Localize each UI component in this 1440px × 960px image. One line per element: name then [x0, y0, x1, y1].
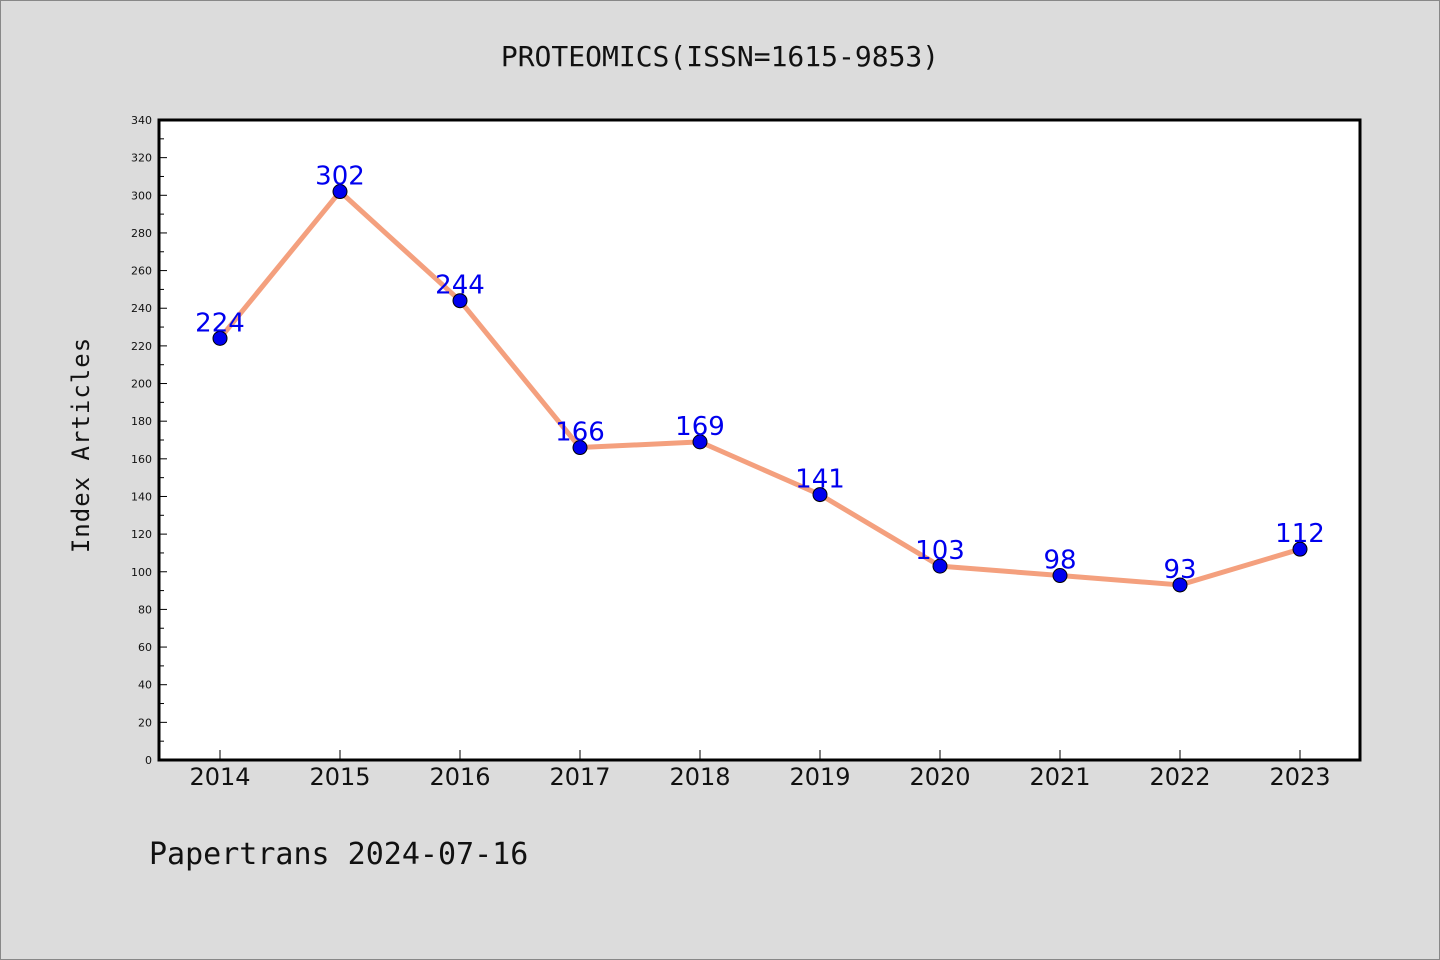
- x-tick-label: 2014: [189, 763, 250, 791]
- x-tick-label: 2016: [429, 763, 490, 791]
- x-axis: 2014 2015 2016 2017 2018 2019 2020 2021 2022 2023: [189, 750, 1331, 791]
- data-point: [452, 293, 468, 309]
- data-label: 166: [555, 418, 605, 448]
- y-tick-label: 340: [131, 114, 152, 127]
- y-tick-label: 80: [138, 603, 152, 616]
- footer-credit: Papertrans 2024-07-16: [149, 837, 528, 872]
- data-label: 302: [315, 162, 365, 192]
- x-tick-label: 2021: [1029, 763, 1090, 791]
- y-tick-label: 40: [138, 679, 152, 692]
- data-point: [1172, 577, 1188, 593]
- x-tick-label: 2022: [1149, 763, 1210, 791]
- y-tick-label: 200: [131, 378, 152, 391]
- x-tick-label: 2015: [309, 763, 370, 791]
- data-labels: 224 302 244 166 169 141 103 98 93 112: [195, 162, 1325, 585]
- y-tick-label: 100: [131, 566, 152, 579]
- y-axis: 0 20 40 60 80 100 120 140 160 180 200 220 240 260 280 3…: [131, 114, 167, 767]
- x-tick-label: 2019: [789, 763, 850, 791]
- data-label: 244: [435, 271, 485, 301]
- plot-area: [157, 118, 1362, 762]
- y-tick-label: 180: [131, 415, 152, 428]
- chart-title: PROTEOMICS(ISSN=1615-9853): [501, 40, 939, 73]
- y-tick-label: 120: [131, 528, 152, 541]
- y-tick-label: 220: [131, 340, 152, 353]
- data-label: 93: [1163, 555, 1196, 585]
- y-tick-label: 280: [131, 227, 152, 240]
- data-label: 112: [1275, 519, 1325, 549]
- y-tick-label: 240: [131, 302, 152, 315]
- y-axis-label: Index Articles: [67, 337, 95, 553]
- y-tick-label: 0: [145, 754, 152, 767]
- data-point: [932, 558, 948, 574]
- y-tick-label: 160: [131, 453, 152, 466]
- data-label: 98: [1043, 546, 1076, 576]
- y-tick-label: 300: [131, 189, 152, 202]
- series-line: [217, 189, 1303, 588]
- data-point: [1292, 541, 1308, 557]
- x-tick-label: 2020: [909, 763, 970, 791]
- data-point: [812, 487, 828, 503]
- y-tick-label: 140: [131, 490, 152, 503]
- data-label: 224: [195, 308, 245, 338]
- y-tick-label: 60: [138, 641, 152, 654]
- y-tick-label: 260: [131, 265, 152, 278]
- data-markers: [212, 184, 1308, 593]
- data-point: [572, 440, 588, 456]
- data-label: 169: [675, 412, 725, 442]
- x-tick-label: 2018: [669, 763, 730, 791]
- data-point: [332, 184, 348, 200]
- data-point: [1052, 568, 1068, 584]
- y-tick-label: 320: [131, 152, 152, 165]
- data-point: [692, 434, 708, 450]
- x-tick-label: 2017: [549, 763, 610, 791]
- x-tick-label: 2023: [1269, 763, 1330, 791]
- data-label: 141: [795, 465, 845, 495]
- data-label: 103: [915, 536, 965, 566]
- y-tick-label: 20: [138, 716, 152, 729]
- data-point: [212, 330, 228, 346]
